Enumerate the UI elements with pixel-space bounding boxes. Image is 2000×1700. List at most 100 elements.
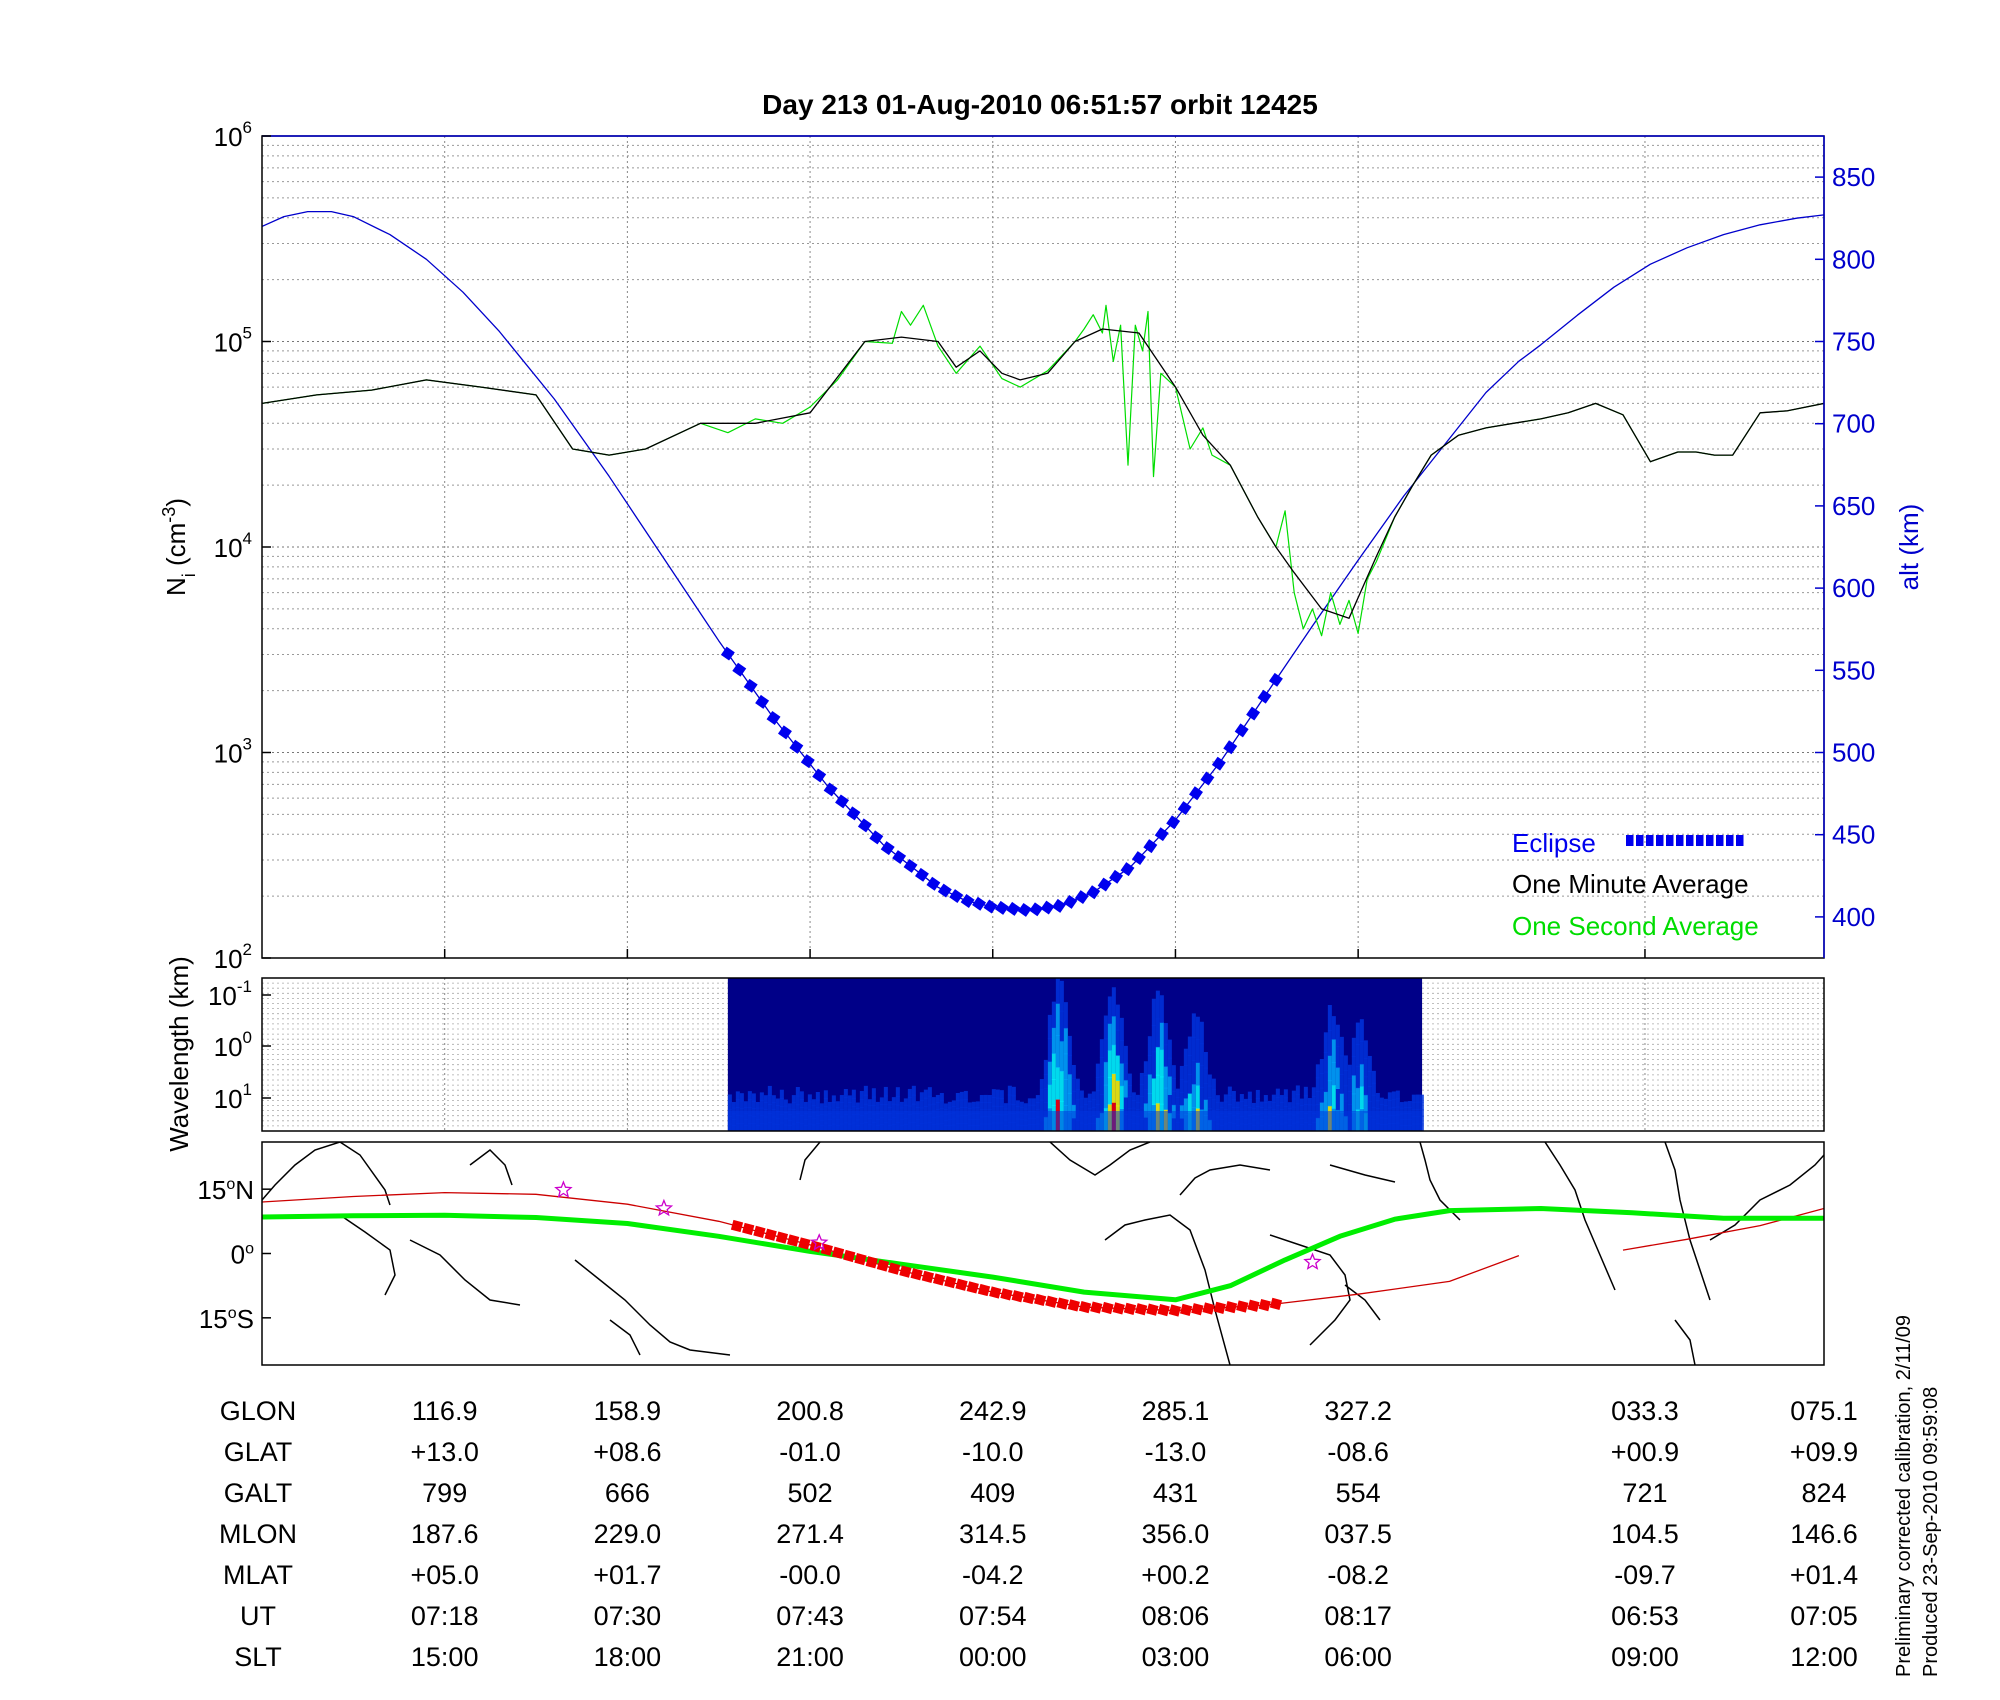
spectrogram-cell [795, 1087, 800, 1097]
spectrogram-cell [891, 1097, 896, 1105]
spectrogram-cell [1095, 1090, 1100, 1105]
spectrogram-cell [1071, 1078, 1076, 1092]
spectrogram-cell [1371, 1070, 1376, 1084]
coastline [1269, 1234, 1351, 1346]
spectrogram-cell [751, 1093, 756, 1102]
coastline [409, 1239, 521, 1306]
y-tick-base: 10 [214, 739, 243, 769]
map-eclipse-marker [1022, 1291, 1036, 1305]
spectrogram-cell [1127, 1085, 1132, 1098]
spectrogram-cell [1191, 1083, 1196, 1108]
spectrogram-cell [903, 1104, 908, 1112]
spectrogram-cell [1247, 1099, 1252, 1108]
spectrogram-cell [1383, 1105, 1388, 1113]
spectrogram-cell [1387, 1100, 1392, 1109]
spectrogram-cell [1123, 1045, 1128, 1064]
spectrogram-cell [1239, 1094, 1244, 1102]
spectrogram-cell [1087, 1093, 1092, 1102]
spectrogram-cell [1123, 1062, 1128, 1081]
spectrogram-cell [1199, 1065, 1204, 1088]
spectrogram-cell [1167, 1076, 1172, 1095]
spectrogram-cell [803, 1101, 808, 1109]
eclipse-marker [1223, 740, 1238, 755]
spectrogram-cell [1051, 1001, 1056, 1029]
spectrogram-cell [999, 1098, 1004, 1107]
spectrogram-cell [983, 1094, 988, 1103]
spectrogram-cell [1199, 1087, 1204, 1110]
spectrogram-cell [1063, 1002, 1068, 1029]
spectrogram-cell [823, 1090, 828, 1099]
table-cell: +05.0 [411, 1560, 479, 1590]
table-cell: 158.9 [594, 1396, 662, 1426]
spectrogram-cell [911, 1094, 916, 1105]
eclipse-marker [937, 883, 952, 898]
spectrogram-cell [1319, 1059, 1324, 1074]
spectrogram-cell [751, 1100, 756, 1109]
spectrogram-cell [835, 1101, 840, 1108]
spectrogram-cell [1111, 1073, 1116, 1103]
alt-y-ticks: 400 450 500 550 600 650 700 750 800 850 [1815, 162, 1875, 932]
spectrogram-cell [1007, 1103, 1012, 1114]
spectrogram-cell [1323, 1032, 1328, 1053]
spectrogram-cell [1327, 1005, 1332, 1031]
spectrogram-cell [919, 1100, 924, 1109]
spectrogram-cell [1243, 1105, 1248, 1113]
spectrogram-cell [1079, 1090, 1084, 1100]
spectrogram-cell [1015, 1100, 1020, 1107]
spectrogram-cell [799, 1091, 804, 1100]
spectrogram-cell [1047, 1038, 1052, 1062]
spectrogram-cell [1115, 1080, 1120, 1107]
spectrogram-cell [1103, 1015, 1108, 1040]
spectrogram-cell [987, 1102, 992, 1110]
spectrogram-cell [803, 1107, 808, 1115]
spectrogram-cell [1359, 1041, 1364, 1065]
map-eclipse-marker [742, 1222, 755, 1236]
spectrogram-cell [1195, 1062, 1200, 1086]
spectrogram-cell [1111, 1044, 1116, 1074]
spectrogram-cell [1339, 1074, 1344, 1094]
spectrogram-cell [1231, 1090, 1236, 1100]
spectrogram-cell [1043, 1102, 1048, 1118]
y-tick-exp: 6 [243, 118, 252, 137]
spectrogram-cell [1159, 1049, 1164, 1078]
minute-average-line [262, 328, 1824, 619]
y2-tick-label: 650 [1832, 491, 1875, 521]
coastline [1329, 1164, 1396, 1183]
map-frame [261, 1141, 1825, 1366]
spectrogram-cell [1375, 1100, 1380, 1109]
y-tick-label: 104 [214, 529, 252, 563]
map-eclipse-marker [865, 1256, 878, 1269]
table-cell: +01.4 [1790, 1560, 1858, 1590]
spectrogram-cell [1107, 1050, 1112, 1078]
map-eclipse-marker [1078, 1301, 1092, 1314]
spectrogram-cell [839, 1095, 844, 1103]
map-eclipse-marker [977, 1283, 991, 1297]
table-cell: 15:00 [411, 1642, 479, 1672]
spectrogram-cell [1363, 1040, 1368, 1059]
spectrogram-cell [1263, 1102, 1268, 1110]
spectrogram-cell [1195, 1016, 1200, 1041]
spectrogram-cell [1347, 1078, 1352, 1092]
spectrogram-cell [771, 1102, 776, 1111]
spectrogram-cell [959, 1091, 964, 1101]
spectrogram-cell [795, 1104, 800, 1114]
spectrogram-cell [1419, 1094, 1424, 1103]
spectrogram-cell [883, 1086, 888, 1097]
spectrogram-cell [783, 1099, 788, 1107]
spectrogram-cell [1355, 1044, 1360, 1067]
spectrogram-cell [1395, 1098, 1400, 1108]
spectrogram-cell [1155, 1018, 1160, 1048]
spectrogram-cell [1363, 1058, 1368, 1078]
spectrogram-cell [767, 1094, 772, 1105]
spectrogram-cell [1307, 1104, 1312, 1112]
y-tick-label: 103 [214, 735, 252, 769]
spectrogram-cell [1039, 1089, 1044, 1101]
eclipse-marker [1268, 672, 1283, 687]
spectrogram-cell [1099, 1075, 1104, 1095]
spectrogram-tick-exp: 0 [243, 1028, 252, 1047]
spectrogram-cell [1007, 1094, 1012, 1105]
spectrogram-cell [1107, 996, 1112, 1024]
map-eclipse-marker [910, 1268, 923, 1281]
